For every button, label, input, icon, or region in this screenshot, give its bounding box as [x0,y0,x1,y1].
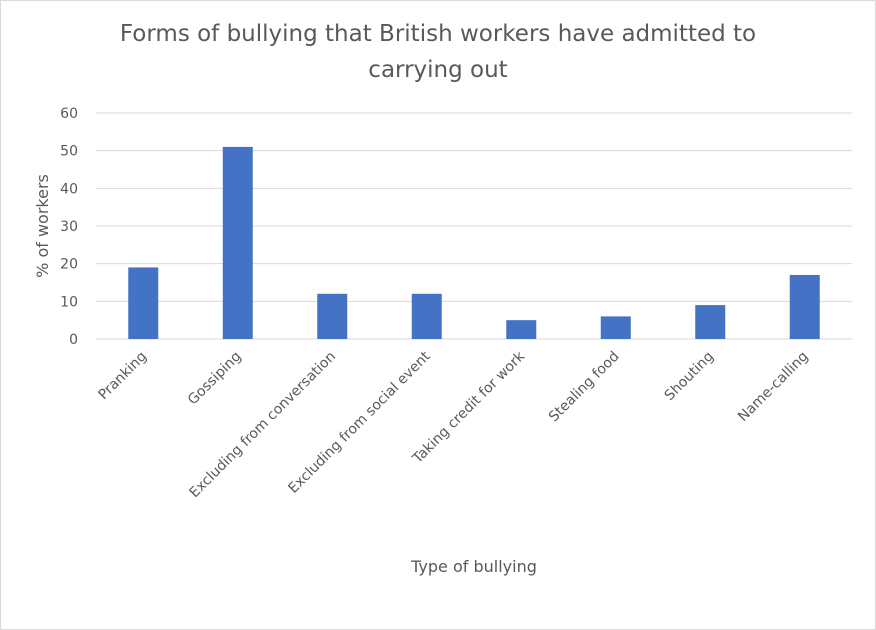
x-tick-label: Stealing food [546,349,623,426]
bar [695,305,726,339]
y-tick-label: 30 [60,219,78,235]
y-axis-title: % of workers [33,174,52,278]
bar [317,293,348,339]
bar [128,267,159,339]
x-tick-label: Gossiping [185,349,245,409]
y-tick-label: 50 [60,144,78,160]
chart-title: Forms of bullying that British workers h… [119,21,757,83]
y-tick-label: 10 [60,294,78,310]
bar [789,274,820,339]
bar [411,293,442,339]
x-tick-label: Name-calling [735,349,811,425]
y-tick-label: 60 [60,106,78,122]
x-tick-label: Shouting [662,349,717,404]
y-tick-label: 20 [60,257,78,273]
x-axis-title: Type of bullying [410,557,537,576]
bar [506,320,537,339]
y-tick-label: 40 [60,181,78,197]
x-tick-label: Pranking [96,349,151,404]
y-tick-label: 0 [69,332,78,348]
bar [600,316,631,339]
bar [222,146,253,339]
